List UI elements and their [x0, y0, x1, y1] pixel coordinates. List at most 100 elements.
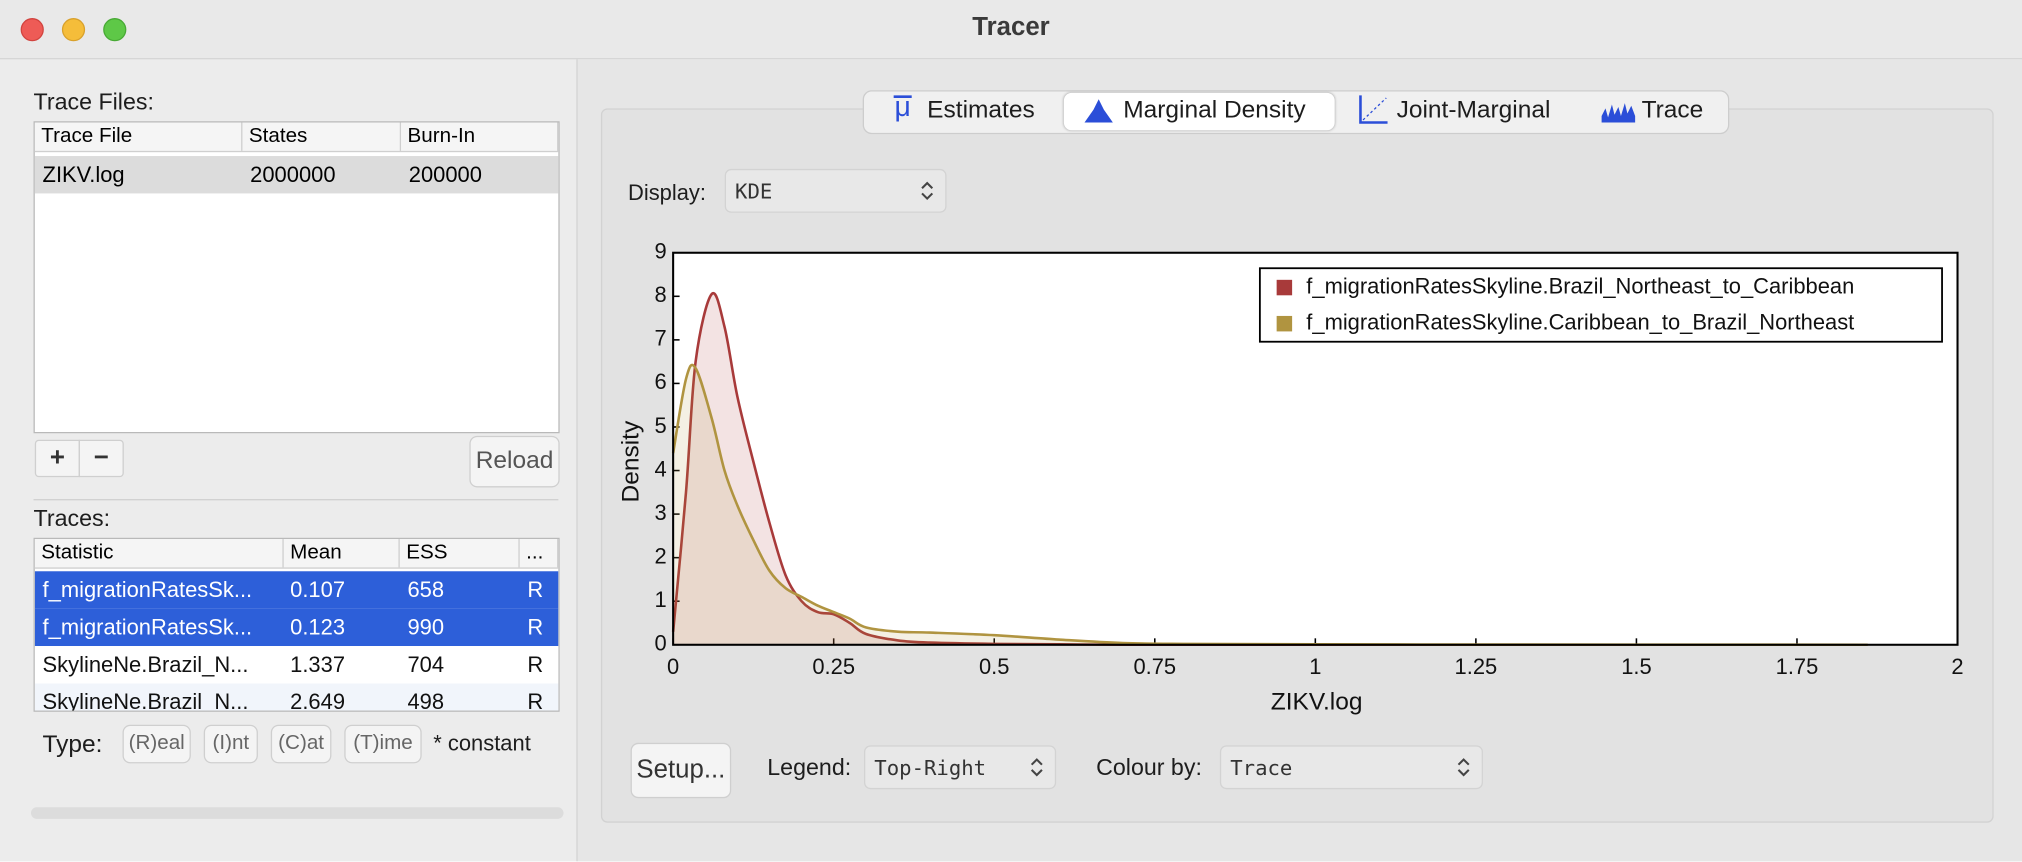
cell: 0.123 [290, 615, 346, 640]
constant-note: * constant [433, 731, 531, 756]
legend-dropdown[interactable]: Top-Right [863, 745, 1057, 790]
cell: R [527, 652, 544, 678]
table-row[interactable]: f_migrationRatesSk... 0.107 658 R [34, 571, 559, 609]
cell: 200000 [408, 162, 482, 187]
y-tick-label: 5 [655, 413, 667, 438]
x-tick-label: 0 [667, 654, 679, 679]
legend-box [1258, 267, 1943, 343]
tab[interactable]: Estimates [927, 96, 1035, 124]
chevrons [1030, 758, 1043, 777]
divider [576, 59, 578, 862]
column-header: Mean [284, 539, 400, 568]
table-row[interactable]: SkylineNe.Brazil_N... 2.649 498 R [34, 683, 559, 712]
cell: 704 [407, 652, 445, 678]
cell: f_migrationRatesSk... [42, 615, 253, 640]
x-tick-label: 1 [1309, 654, 1321, 679]
cell: 2000000 [250, 162, 336, 187]
tab[interactable]: Marginal Density [1123, 96, 1306, 124]
x-tick-label: 1.25 [1455, 654, 1498, 679]
x-tick-label: 2 [1951, 654, 1963, 679]
y-tick-label: 1 [655, 587, 667, 612]
legend-label: f_migrationRatesSkyline.Caribbean_to_Bra… [1306, 309, 1854, 334]
y-tick-label: 3 [655, 500, 667, 525]
y-tick-label: 0 [655, 631, 667, 656]
cell: R [527, 615, 544, 640]
x-tick-label: 0.5 [979, 654, 1009, 679]
dropdown-value: Trace [1230, 755, 1293, 780]
table-row[interactable]: f_migrationRatesSk... 0.123 990 R [34, 608, 559, 647]
x-tick-label: 1.75 [1776, 654, 1819, 679]
type-button[interactable]: (I)nt [203, 724, 258, 764]
column-header: States [242, 122, 402, 151]
y-tick-label: 2 [655, 543, 667, 568]
y-axis-label: Density [617, 420, 644, 502]
y-tick-label: 4 [655, 456, 667, 481]
column-header: Burn-In [401, 122, 559, 151]
cell: f_migrationRatesSk... [42, 577, 253, 603]
title-bar [0, 0, 2022, 60]
cell: 2.649 [290, 689, 346, 712]
cell: 990 [407, 615, 445, 640]
tab-icon [1084, 99, 1113, 123]
tab[interactable]: Joint-Marginal [1396, 96, 1551, 124]
table-header: Trace File States Burn-In [34, 122, 559, 153]
column-header: ... [520, 539, 559, 568]
column-header: Statistic [35, 539, 284, 568]
cell: R [527, 689, 544, 712]
legend-swatch [1276, 279, 1293, 296]
legend-label: f_migrationRatesSkyline.Brazil_Northeast… [1306, 273, 1854, 298]
table-header: Statistic Mean ESS ... [34, 539, 559, 569]
density-chart: Density ZIKV.log 0 1 2 3 4 5 6 7 8 9 0 0.25 0.5 0.75 1… [617, 239, 1963, 716]
colour-label: Colour by: [1096, 754, 1202, 781]
type-button[interactable]: (T)ime [344, 724, 422, 764]
column-header: ESS [400, 539, 520, 568]
tab-icon: μ [893, 94, 912, 123]
cell: 1.337 [290, 652, 346, 678]
tab-selected [1063, 92, 1335, 131]
x-tick-label: 0.75 [1133, 654, 1176, 679]
x-tick-label: 0.25 [812, 654, 855, 679]
setup-button[interactable]: Setup... [630, 742, 732, 799]
colour-dropdown[interactable]: Trace [1219, 745, 1483, 790]
cell: 498 [407, 689, 445, 712]
trace-files-table: Trace File States Burn-In ZIKV.log 20000… [33, 121, 560, 434]
plot-frame [672, 251, 1959, 646]
dropdown-value: KDE [735, 178, 773, 204]
legend-label: Legend: [767, 754, 852, 781]
traces-table: Statistic Mean ESS ... f_migrationRatesS… [33, 537, 560, 712]
type-button[interactable]: (C)at [270, 724, 332, 764]
add-button[interactable]: + [34, 439, 80, 478]
type-label: Type: [42, 731, 103, 759]
y-tick-label: 9 [655, 239, 667, 264]
display-label: Display: [628, 180, 706, 206]
cell: SkylineNe.Brazil_N... [42, 652, 249, 678]
column-header: Trace File [35, 122, 243, 151]
x-axis-label: ZIKV.log [1271, 688, 1363, 715]
dropdown-value: Top-Right [874, 755, 987, 780]
chevrons [1457, 758, 1470, 777]
tab-icon [1359, 95, 1388, 124]
cell: 0.107 [290, 577, 346, 603]
reload-button[interactable]: Reload [469, 435, 560, 488]
density-area [673, 364, 1868, 645]
remove-button[interactable]: − [78, 439, 124, 478]
section-label: Traces: [33, 505, 111, 532]
table-row[interactable]: SkylineNe.Brazil_N... 1.337 704 R [34, 646, 559, 684]
type-button[interactable]: (R)eal [122, 724, 191, 764]
display-dropdown[interactable]: KDE [724, 168, 947, 213]
window-controls[interactable] [18, 15, 134, 43]
separator [33, 499, 559, 501]
tab-icon [1601, 103, 1636, 123]
cell: 658 [407, 577, 445, 603]
chevrons [921, 181, 934, 201]
section-label: Trace Files: [33, 88, 154, 115]
table-row[interactable]: ZIKV.log 2000000 200000 [34, 156, 559, 194]
scrollbar[interactable] [30, 807, 564, 819]
cell: SkylineNe.Brazil_N... [42, 689, 249, 712]
x-tick-label: 1.5 [1621, 654, 1651, 679]
legend-swatch [1276, 315, 1293, 332]
y-tick-label: 8 [655, 282, 667, 307]
tab[interactable]: Trace [1641, 96, 1704, 124]
